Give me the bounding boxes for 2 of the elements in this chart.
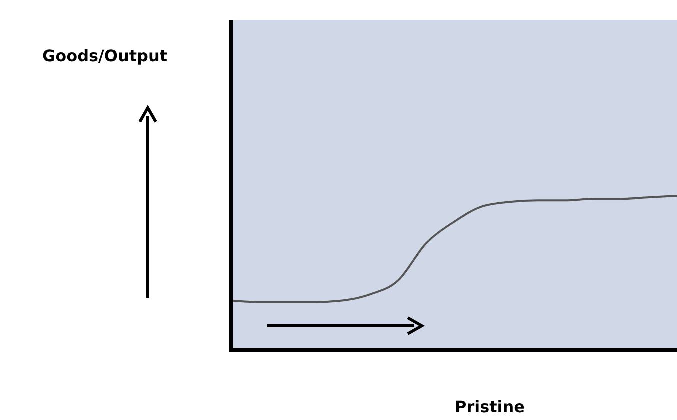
x-axis-title: Pristine [455,397,526,416]
text: Goods/Output [42,46,168,66]
